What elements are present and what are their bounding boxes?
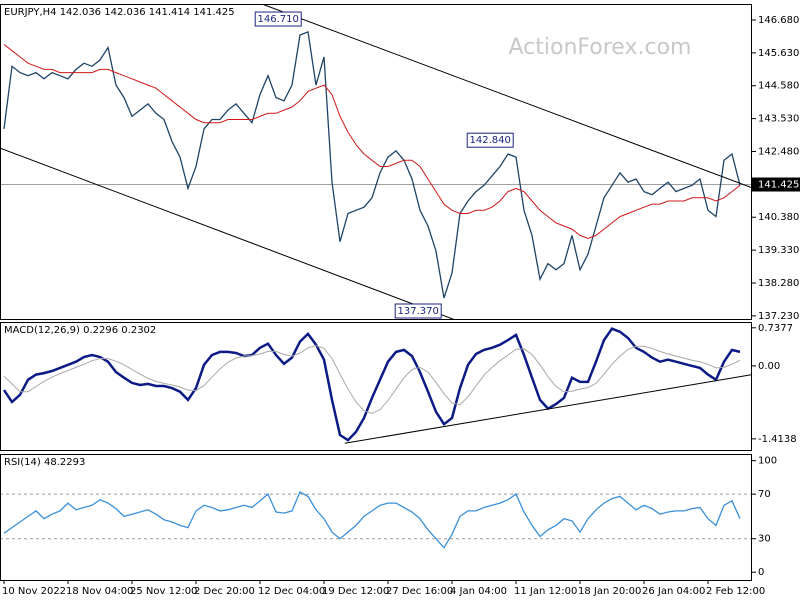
x-tick-label: 26 Jan 04:00 — [642, 586, 705, 597]
y-tick-label: 70 — [758, 489, 771, 500]
y-tick-label: 139.330 — [758, 245, 799, 256]
y-tick-label: 143.530 — [758, 114, 799, 125]
trendline — [0, 147, 455, 319]
panel-title: RSI(14) 48.2293 — [4, 457, 85, 468]
series-line — [3, 490, 741, 549]
y-tick-label: 138.280 — [758, 278, 799, 289]
y-tick-label: 142.480 — [758, 146, 799, 157]
annotation-box — [254, 11, 302, 27]
annotation-label: 142.840 — [470, 135, 511, 146]
y-tick-label: 100 — [758, 456, 777, 467]
y-tick-label: 144.580 — [758, 81, 799, 92]
y-tick-label: 140.380 — [758, 212, 799, 223]
series-line — [3, 31, 741, 299]
series-line — [3, 44, 741, 240]
y-tick-label: 137.230 — [758, 311, 799, 322]
x-tick-label: 27 Dec 16:00 — [386, 586, 453, 597]
annotation-box — [394, 303, 442, 319]
trendline — [344, 374, 752, 444]
x-tick-label: 25 Nov 12:00 — [130, 586, 197, 597]
x-tick-label: 18 Jan 20:00 — [578, 586, 641, 597]
series-line — [2, 327, 741, 442]
y-tick-label: 0.00 — [758, 361, 780, 372]
y-tick-label: 146.680 — [758, 15, 799, 26]
x-tick-label: 4 Jan 04:00 — [450, 586, 507, 597]
x-tick-label: 11 Jan 12:00 — [514, 586, 577, 597]
last-price-box — [752, 177, 800, 192]
panel-title: EURJPY,H4 142.036 142.036 141.414 141.42… — [4, 7, 235, 18]
last-price-label: 141.425 — [758, 180, 799, 191]
y-tick-label: -1.4138 — [758, 434, 797, 445]
trendline — [261, 4, 752, 189]
x-tick-label: 2 Dec 20:00 — [194, 586, 255, 597]
y-tick-label: 30 — [758, 534, 771, 545]
series-line — [3, 345, 741, 414]
y-tick-label: 0 — [758, 567, 764, 578]
x-tick-label: 18 Nov 04:00 — [66, 586, 133, 597]
panel-title: MACD(12,26,9) 0.2296 0.2302 — [4, 325, 156, 336]
panel-frame — [0, 4, 752, 320]
x-tick-label: 2 Feb 12:00 — [706, 586, 765, 597]
panel-frame — [0, 322, 752, 451]
x-tick-label: 12 Dec 04:00 — [258, 586, 325, 597]
y-tick-label: 0.7377 — [758, 323, 793, 334]
annotation-label: 146.710 — [258, 14, 299, 25]
y-tick-label: 145.630 — [758, 48, 799, 59]
annotation-label: 137.370 — [398, 306, 439, 317]
x-tick-label: 19 Dec 12:00 — [322, 586, 389, 597]
panel-frame — [0, 454, 752, 581]
watermark: ActionForex.com — [509, 35, 692, 60]
annotation-box — [466, 132, 514, 148]
x-tick-label: 10 Nov 2022 — [2, 586, 66, 597]
